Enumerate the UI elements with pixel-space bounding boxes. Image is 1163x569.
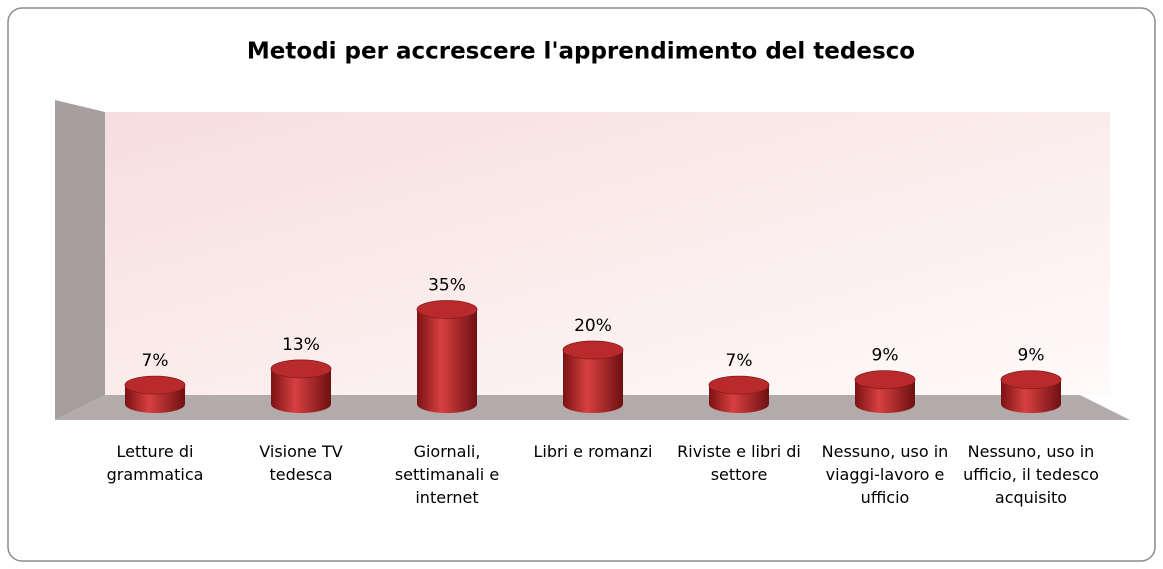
bar-top	[854, 370, 916, 390]
value-label: 35%	[428, 276, 466, 296]
value-label: 20%	[574, 316, 612, 336]
x-tick-label: Nessuno, uso in ufficio, il tedesco acqu…	[963, 442, 1099, 507]
x-tick-label: Letture di grammatica	[106, 442, 204, 484]
side-wall	[55, 100, 105, 420]
bar-top	[1000, 370, 1062, 390]
bar-top	[416, 300, 478, 319]
bar	[271, 368, 331, 413]
bar-top	[708, 375, 770, 395]
bar-top	[562, 340, 624, 360]
x-tick-label: Libri e romanzi	[533, 442, 653, 461]
value-label: 9%	[1018, 346, 1045, 366]
bar-top	[124, 375, 186, 395]
bar	[563, 350, 623, 413]
x-tick-label: Giornali, settimanali e internet	[394, 442, 500, 507]
bar	[417, 309, 477, 413]
value-label: 13%	[282, 335, 320, 355]
x-tick-label: Riviste e libri di settore	[677, 442, 801, 484]
bar	[855, 379, 915, 413]
value-label: 7%	[726, 351, 753, 371]
value-label: 9%	[872, 346, 899, 366]
x-tick-label: Visione TV tedesca	[259, 442, 343, 484]
bar	[1001, 379, 1061, 413]
x-tick-label: Nessuno, uso in viaggi-lavoro e ufficio	[821, 442, 949, 507]
chart-title: Metodi per accrescere l'apprendimento de…	[247, 39, 915, 65]
value-label: 7%	[142, 351, 169, 371]
bar-top	[270, 359, 332, 379]
